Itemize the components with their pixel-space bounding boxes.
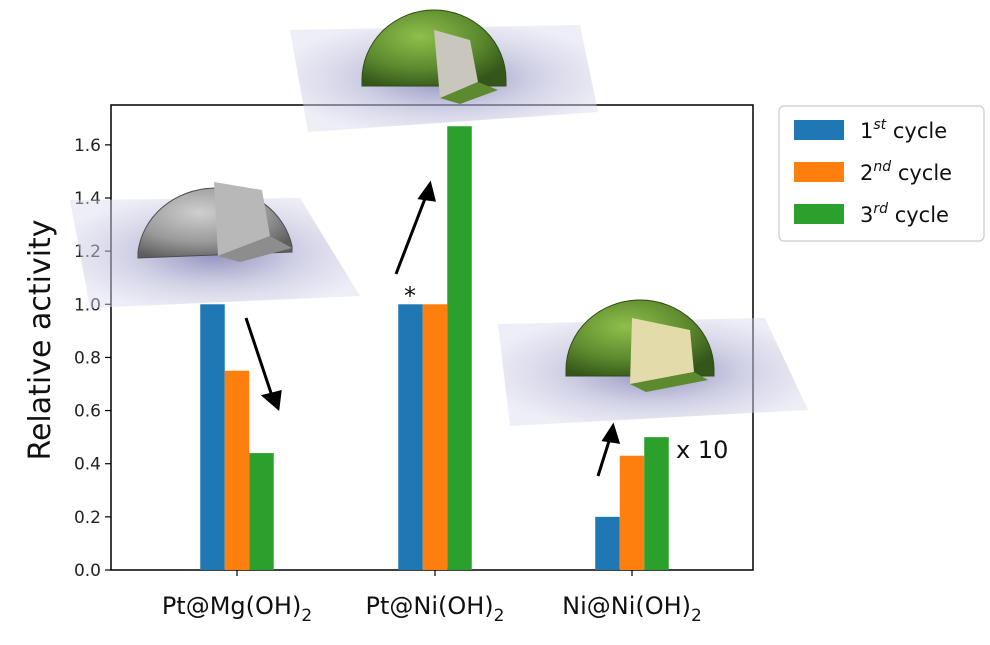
scale-annotation: x 10 bbox=[676, 436, 728, 464]
legend-swatch bbox=[794, 120, 844, 140]
legend: 1st cycle 2nd cycle 3rd cycle bbox=[778, 105, 985, 242]
bar-2-cycle-0 bbox=[224, 370, 250, 570]
bar-1-cycle-2 bbox=[595, 516, 620, 570]
legend-swatch bbox=[794, 162, 844, 182]
y-tick-label: 1.6 bbox=[74, 136, 101, 156]
category-label: Ni@Ni(OH)2 bbox=[562, 592, 702, 626]
bar-2-cycle-1 bbox=[422, 304, 448, 570]
bar-3-cycle-0 bbox=[249, 453, 274, 570]
bars bbox=[200, 126, 669, 570]
category-label: Pt@Mg(OH)2 bbox=[162, 592, 312, 626]
bar-1-cycle-0 bbox=[200, 304, 225, 570]
bar-3-cycle-1 bbox=[447, 126, 472, 570]
trend-arrows bbox=[244, 180, 621, 477]
legend-swatch bbox=[794, 204, 844, 224]
y-tick-label: 0.6 bbox=[74, 402, 101, 422]
bar-1-cycle-1 bbox=[398, 304, 423, 570]
grey-hemisphere-particle-icon bbox=[70, 182, 360, 308]
legend-label: 3rd cycle bbox=[860, 201, 949, 227]
y-tick-label: 0.2 bbox=[74, 508, 101, 528]
green-core-shell-particle-icon bbox=[498, 299, 808, 426]
y-axis-title: Relative activity bbox=[23, 219, 58, 460]
y-tick-label: 0.0 bbox=[74, 561, 101, 581]
asterisk-annotation: * bbox=[404, 282, 416, 310]
legend-label: 1st cycle bbox=[860, 117, 947, 143]
x-axis: Pt@Mg(OH)2 Pt@Ni(OH)2 Ni@Ni(OH)2 bbox=[162, 570, 702, 626]
category-label: Pt@Ni(OH)2 bbox=[366, 592, 505, 626]
y-tick-label: 0.4 bbox=[74, 455, 101, 475]
bar-2-cycle-2 bbox=[619, 455, 645, 570]
y-tick-label: 0.8 bbox=[74, 348, 101, 368]
green-hemisphere-particle-icon bbox=[290, 9, 598, 132]
bar-3-cycle-2 bbox=[644, 437, 669, 570]
legend-label: 2nd cycle bbox=[860, 159, 952, 185]
